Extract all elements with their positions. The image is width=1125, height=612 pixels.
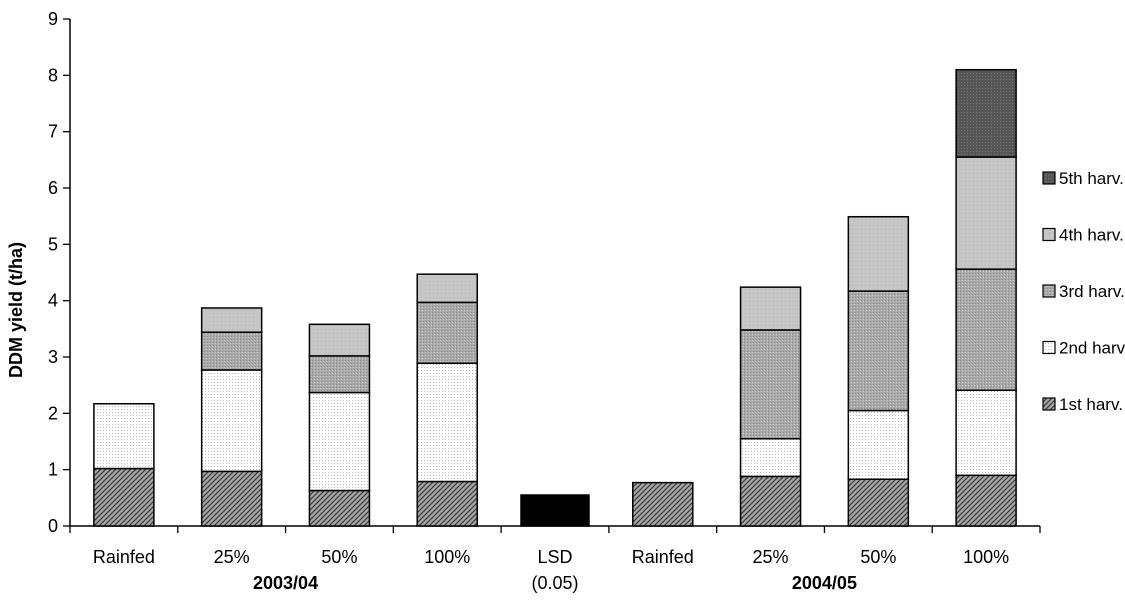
y-tick-label: 4 bbox=[48, 291, 58, 311]
bar-segment-3 bbox=[416, 301, 478, 364]
y-tick-label: 2 bbox=[48, 403, 58, 423]
bar-segment-4 bbox=[308, 323, 371, 357]
bar-segment-3 bbox=[739, 329, 802, 440]
bar-segment-2 bbox=[416, 362, 478, 483]
y-tick-label: 7 bbox=[48, 122, 58, 142]
legend-swatch bbox=[1042, 227, 1056, 242]
y-tick-label: 3 bbox=[48, 347, 58, 367]
x-category-sublabel: (0.05) bbox=[531, 573, 578, 593]
bar-segment-2 bbox=[955, 389, 1017, 477]
legend-swatch bbox=[1042, 397, 1056, 411]
x-category-label: 100% bbox=[424, 547, 470, 567]
legend-label: 5th harv. bbox=[1059, 169, 1124, 188]
y-tick-label: 6 bbox=[48, 178, 58, 198]
bar-segment-4 bbox=[416, 273, 478, 304]
legend-label: 4th harv. bbox=[1059, 226, 1124, 245]
bar-segment-2 bbox=[308, 391, 371, 492]
group-label: 2003/04 bbox=[253, 573, 318, 593]
bar-segment-3 bbox=[847, 290, 910, 412]
legend-swatch bbox=[1042, 340, 1056, 355]
lsd-bar bbox=[520, 494, 590, 527]
x-category-label: 25% bbox=[753, 547, 789, 567]
bar-segment-4 bbox=[200, 307, 263, 333]
x-category-label: 25% bbox=[214, 547, 250, 567]
y-tick-label: 5 bbox=[48, 234, 58, 254]
y-axis-title: DDM yield (t/ha) bbox=[6, 242, 26, 378]
bar-segment-1 bbox=[739, 475, 802, 527]
bar-segment-3 bbox=[200, 331, 263, 371]
bar-segment-1 bbox=[200, 470, 263, 527]
bar-segment-2 bbox=[200, 369, 263, 473]
bar-segment-2 bbox=[739, 437, 802, 478]
bar-segment-4 bbox=[847, 215, 910, 292]
x-category-label: Rainfed bbox=[93, 547, 155, 567]
legend-swatch bbox=[1042, 284, 1056, 298]
x-category-label: 50% bbox=[860, 547, 896, 567]
bar-segment-3 bbox=[955, 268, 1017, 391]
group-label: 2004/05 bbox=[792, 573, 857, 593]
y-tick-label: 9 bbox=[48, 9, 58, 29]
bar-segment-2 bbox=[93, 403, 155, 470]
y-tick-label: 0 bbox=[48, 516, 58, 536]
legend-label: 1st harv. bbox=[1059, 395, 1123, 414]
x-category-label: 50% bbox=[321, 547, 357, 567]
x-category-label: Rainfed bbox=[632, 547, 694, 567]
legend: 5th harv. 4th harv. 3rd harv. 2nd harv. 1st … bbox=[1042, 169, 1125, 414]
y-tick-label: 1 bbox=[48, 460, 58, 480]
legend-swatch bbox=[1042, 171, 1056, 185]
legend-label: 3rd harv. bbox=[1059, 282, 1125, 301]
x-category-label: LSD bbox=[537, 547, 572, 567]
bar-segment-5 bbox=[955, 68, 1017, 158]
y-tick-label: 8 bbox=[48, 65, 58, 85]
bar-segment-1 bbox=[93, 467, 155, 527]
bar-segment-2 bbox=[847, 409, 910, 480]
bar-segment-1 bbox=[632, 481, 694, 527]
bar-segment-4 bbox=[739, 286, 802, 331]
bar-segment-4 bbox=[955, 156, 1017, 270]
bar-segment-3 bbox=[308, 355, 371, 394]
plot-area: 0 1 2 3 4 5 6 7 8 9 Rainfed 25% 50% 100% LSD (0.05) Rain… bbox=[48, 9, 1041, 593]
legend-label: 2nd harv. bbox=[1059, 339, 1125, 358]
bar-segment-1 bbox=[847, 478, 910, 527]
bar-segment-1 bbox=[955, 474, 1017, 527]
bar-segment-1 bbox=[416, 480, 478, 527]
bar-segment-1 bbox=[308, 489, 371, 527]
x-category-label: 100% bbox=[963, 547, 1009, 567]
